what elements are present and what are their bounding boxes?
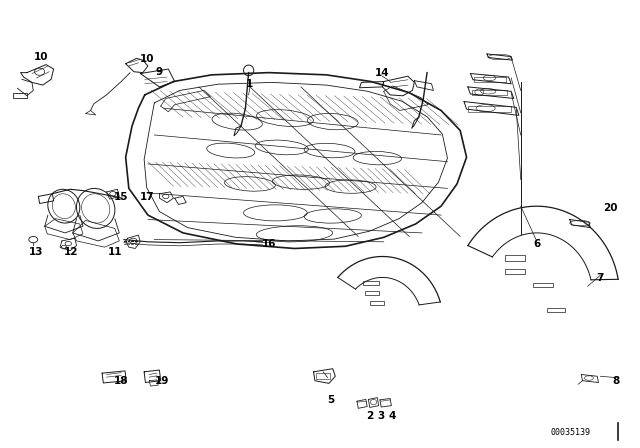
Text: 17: 17 [140, 192, 154, 202]
Text: 9: 9 [156, 67, 163, 77]
Text: 4: 4 [389, 411, 396, 421]
Text: 3: 3 [378, 411, 385, 421]
Text: 2: 2 [366, 411, 373, 421]
Text: 1: 1 [246, 79, 253, 89]
Bar [505, 268, 525, 274]
Text: 20: 20 [603, 203, 617, 213]
Bar [365, 291, 380, 295]
Text: 13: 13 [29, 246, 44, 257]
Bar [468, 106, 511, 112]
Text: 18: 18 [114, 376, 129, 386]
Bar [316, 373, 330, 379]
Bar [505, 255, 525, 260]
Bar [472, 90, 507, 95]
Text: 11: 11 [108, 246, 122, 257]
Text: 10: 10 [140, 54, 154, 64]
Bar [364, 281, 380, 285]
Text: 12: 12 [64, 246, 79, 257]
Text: 10: 10 [34, 52, 48, 62]
Bar [13, 93, 27, 99]
Bar [534, 283, 552, 287]
Text: 16: 16 [262, 239, 276, 249]
Text: 8: 8 [612, 376, 620, 386]
Text: 14: 14 [375, 68, 390, 78]
Bar [370, 302, 384, 305]
Bar [547, 308, 564, 312]
Text: 19: 19 [155, 376, 169, 386]
Text: 6: 6 [533, 239, 540, 249]
Text: 5: 5 [327, 395, 335, 405]
Text: 7: 7 [596, 273, 604, 283]
Bar [474, 77, 506, 82]
Text: 00035139: 00035139 [550, 428, 591, 437]
Text: 15: 15 [114, 192, 129, 202]
